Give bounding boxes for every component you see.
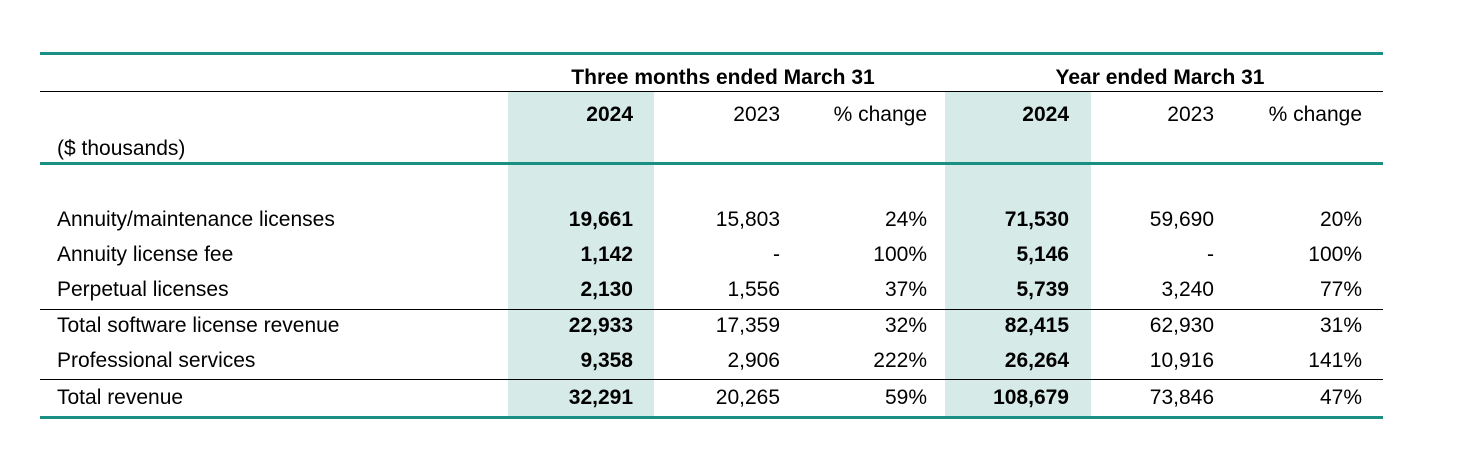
cell-value: 26,264 — [1004, 349, 1069, 372]
cell-value: 71,530 — [1004, 208, 1069, 231]
cell-value: 19,661 — [568, 208, 633, 231]
table-row: Perpetual licenses 2,130 1,556 37% 5,739… — [0, 273, 1476, 308]
row-label: Annuity license fee — [57, 243, 234, 266]
cell-value: 59,690 — [1149, 208, 1214, 231]
cell-value: 100% — [1308, 243, 1362, 266]
cell-value: 15,803 — [715, 208, 780, 231]
cell-value: 59% — [884, 386, 927, 409]
cell-value: 100% — [873, 243, 927, 266]
cell-value: 9,358 — [580, 349, 633, 372]
table-row: Professional services 9,358 2,906 222% 2… — [0, 344, 1476, 379]
cell-value: 10,916 — [1149, 349, 1214, 372]
column-header-q-change: % change — [833, 103, 927, 126]
cell-value: 73,846 — [1149, 386, 1214, 409]
cell-value: - — [1207, 243, 1214, 266]
cell-value: 31% — [1319, 314, 1362, 337]
table-bottom-rule — [40, 416, 1383, 419]
cell-value: 141% — [1308, 349, 1362, 372]
cell-value: 5,739 — [1016, 278, 1069, 301]
row-label: Annuity/maintenance licenses — [57, 208, 335, 231]
cell-value: 2,906 — [727, 349, 780, 372]
cell-value: 1,142 — [580, 243, 633, 266]
column-header-q-2023: 2023 — [733, 103, 780, 126]
cell-value: 22,933 — [568, 314, 633, 337]
cell-value: 2,130 — [580, 278, 633, 301]
cell-value: 32,291 — [568, 386, 633, 409]
row-label: Professional services — [57, 349, 256, 372]
cell-value: 1,556 — [727, 278, 780, 301]
cell-value: 222% — [873, 349, 927, 372]
cell-value: 32% — [884, 314, 927, 337]
cell-value: 20% — [1319, 208, 1362, 231]
header-bottom-rule — [40, 162, 1383, 165]
group-title-three-months: Three months ended March 31 — [571, 66, 875, 89]
cell-value: - — [773, 243, 780, 266]
table-row: Annuity/maintenance licenses 19,661 15,8… — [0, 203, 1476, 238]
row-label: Perpetual licenses — [57, 278, 229, 301]
group-title-year: Year ended March 31 — [1055, 66, 1265, 89]
cell-value: 20,265 — [715, 386, 780, 409]
cell-value: 24% — [884, 208, 927, 231]
cell-value: 37% — [884, 278, 927, 301]
column-header-fy-change: % change — [1268, 103, 1362, 126]
cell-value: 82,415 — [1004, 314, 1069, 337]
row-label: Total software license revenue — [57, 314, 340, 337]
cell-value: 47% — [1319, 386, 1362, 409]
table-top-rule — [40, 52, 1383, 55]
total-rule — [40, 379, 1383, 380]
cell-value: 77% — [1319, 278, 1362, 301]
subtotal-rule — [40, 309, 1383, 310]
table-row: Annuity license fee 1,142 - 100% 5,146 -… — [0, 238, 1476, 273]
cell-value: 5,146 — [1016, 243, 1069, 266]
units-label: ($ thousands) — [57, 137, 186, 160]
cell-value: 3,240 — [1161, 278, 1214, 301]
highlight-column-fy-2024 — [945, 92, 1091, 416]
cell-value: 17,359 — [715, 314, 780, 337]
cell-value: 108,679 — [993, 386, 1069, 409]
table-row: Total revenue 32,291 20,265 59% 108,679 … — [0, 381, 1476, 416]
group-title-rule — [40, 91, 1383, 92]
column-header-fy-2024: 2024 — [1022, 103, 1069, 126]
highlight-column-q-2024 — [508, 92, 654, 416]
table-row: Total software license revenue 22,933 17… — [0, 309, 1476, 344]
row-label: Total revenue — [57, 386, 184, 409]
column-header-q-2024: 2024 — [586, 103, 633, 126]
column-header-fy-2023: 2023 — [1167, 103, 1214, 126]
cell-value: 62,930 — [1149, 314, 1214, 337]
